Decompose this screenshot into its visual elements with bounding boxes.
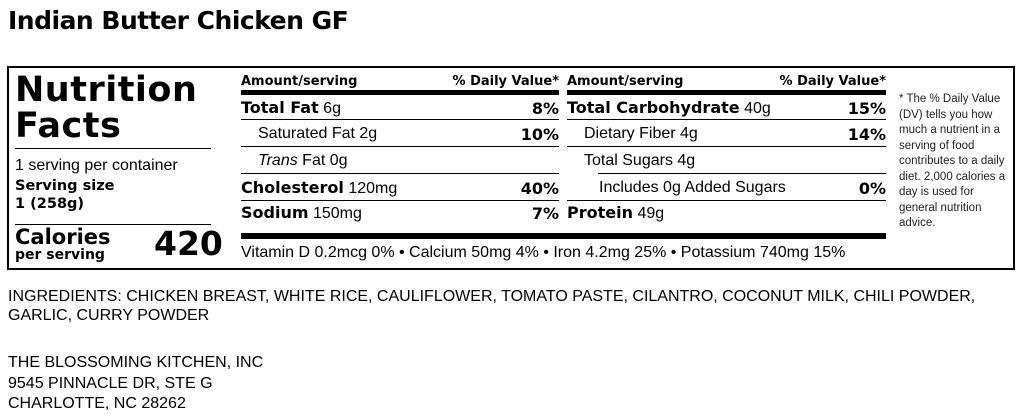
heading-line-1: Nutrition [15, 70, 198, 110]
divider [15, 148, 211, 149]
serving-size-value: 1 (258g) [15, 196, 85, 212]
address-line: THE BLOSSOMING KITCHEN, INC [8, 354, 264, 371]
calories-sub: per serving [15, 247, 105, 263]
nutrient-row: Protein 49g [567, 203, 665, 222]
address-line: CHARLOTTE, NC 28262 [8, 395, 186, 412]
nutrient-row: Includes 0g Added Sugars 0% [599, 178, 886, 198]
calories-label: Calories [15, 225, 111, 249]
nutrient-row: Cholesterol 120mg 40% [241, 178, 559, 198]
serving-size-label: Serving size [15, 178, 115, 194]
dv-header: % Daily Value* [452, 73, 559, 89]
nutrient-row: Total Sugars 4g [584, 152, 696, 169]
calories-value: 420 [154, 224, 223, 263]
nutrition-facts-heading: Nutrition Facts [15, 72, 197, 144]
divider [15, 224, 211, 225]
manufacturer-address: THE BLOSSOMING KITCHEN, INC 9545 PINNACL… [8, 353, 263, 415]
heading-line-2: Facts [15, 106, 122, 146]
nutrient-row: Trans Fat 0g [258, 152, 348, 169]
nutrition-facts-label: Nutrition Facts 1 serving per container S… [7, 66, 1015, 270]
ingredients: INGREDIENTS: CHICKEN BREAST, WHITE RICE,… [8, 288, 976, 324]
address-line: 9545 PINNACLE DR, STE G [8, 374, 213, 392]
nutrient-row: Saturated Fat 2g 10% [258, 124, 559, 144]
vitamins-minerals: Vitamin D 0.2mcg 0% • Calcium 50mg 4% • … [241, 244, 846, 261]
product-title: Indian Butter Chicken GF [8, 6, 349, 35]
nutrient-row: Sodium 150mg 7% [241, 203, 559, 223]
nutrient-row: Total Fat 6g 8% [241, 98, 559, 118]
servings-per-container: 1 serving per container [15, 157, 178, 174]
nutrients-right: Amount/serving% Daily Value* Total Carbo… [567, 68, 886, 268]
nutrient-row: Total Carbohydrate 40g 15% [567, 98, 886, 118]
amount-header: Amount/serving [241, 73, 358, 89]
dv-footnote: * The % Daily Value (DV) tells you how m… [899, 93, 1006, 229]
nutrient-row: Dietary Fiber 4g 14% [584, 124, 886, 144]
nutrients-left: Amount/serving % Daily Value* Total Fat 6… [241, 68, 568, 268]
